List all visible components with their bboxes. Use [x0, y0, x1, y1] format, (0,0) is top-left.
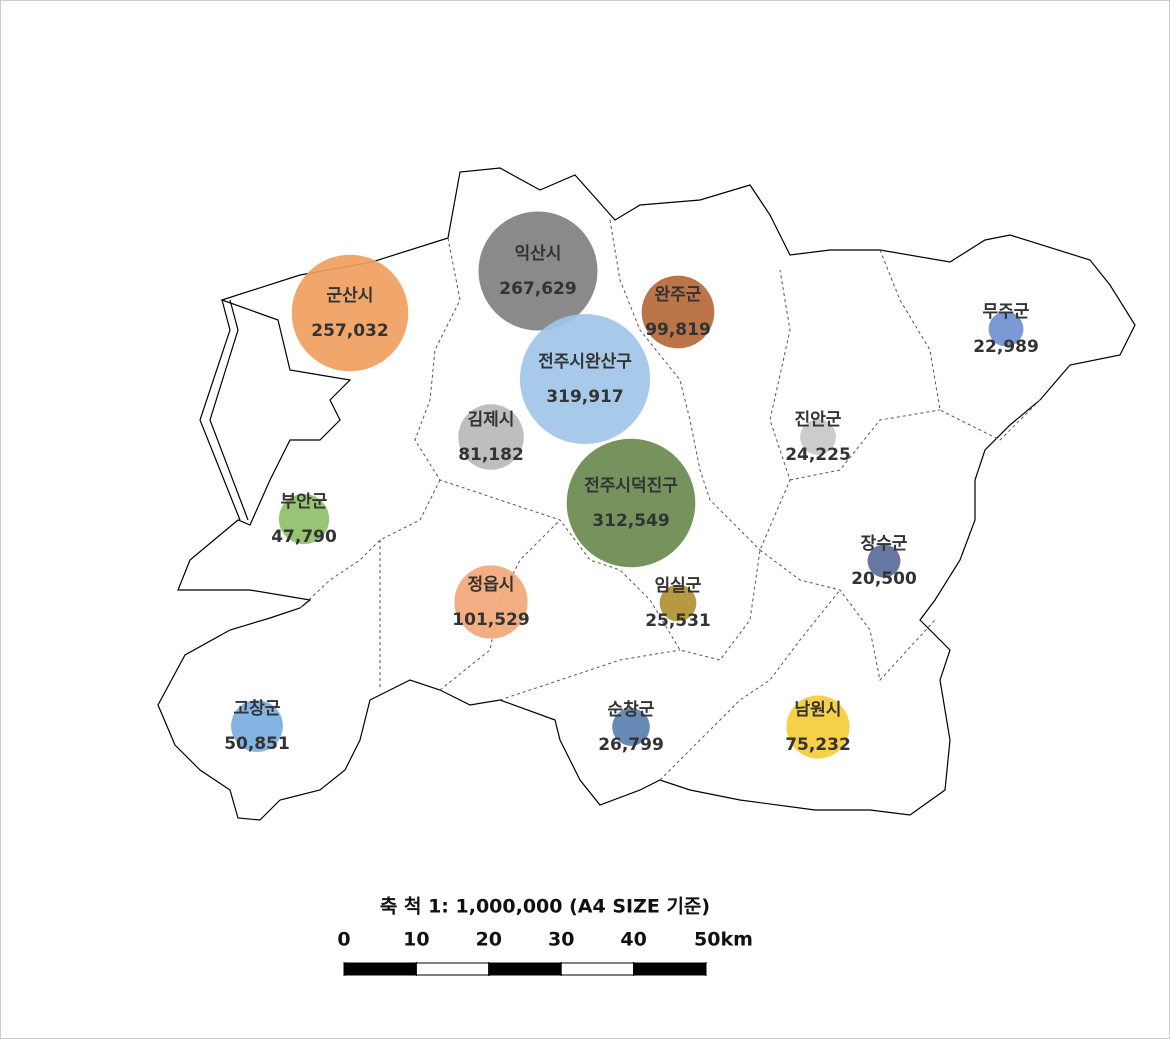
region-value: 24,225: [785, 445, 851, 465]
scale-segment: [560, 962, 635, 976]
region-name: 김제시: [468, 410, 515, 430]
population-bubble: [458, 404, 524, 470]
region-name: 정읍시: [468, 575, 515, 595]
region-name: 익산시: [515, 244, 562, 264]
region-name: 전주시완산구: [538, 352, 632, 372]
scale-tick-label: 10: [403, 929, 429, 951]
region-value: 101,529: [452, 610, 529, 630]
region-value: 312,549: [592, 511, 669, 531]
population-bubble: [612, 708, 650, 746]
region-name: 무주군: [983, 302, 1030, 322]
region-name: 남원시: [795, 700, 842, 720]
region-value: 267,629: [499, 279, 576, 299]
population-bubble: [478, 211, 598, 331]
population-bubble: [641, 275, 715, 349]
population-bubble: [278, 493, 330, 545]
scale-tick-label: 20: [476, 929, 502, 951]
region-value: 47,790: [271, 527, 337, 547]
region-name: 전주시덕진구: [584, 476, 678, 496]
population-bubble: [291, 254, 409, 372]
region-value: 99,819: [645, 320, 711, 340]
region-name: 군산시: [327, 286, 374, 306]
region-name: 부안군: [281, 492, 328, 512]
region-value: 75,232: [785, 735, 851, 755]
scale-tick-label: 40: [620, 929, 646, 951]
scale-segment: [343, 962, 417, 976]
population-bubble: [867, 544, 901, 578]
scale-title: 축 척 1: 1,000,000 (A4 SIZE 기준): [380, 896, 710, 918]
region-value: 257,032: [311, 321, 388, 341]
population-bubble: [519, 313, 651, 445]
region-name: 완주군: [655, 285, 702, 305]
region-name: 순창군: [608, 700, 655, 720]
population-bubble: [454, 565, 528, 639]
population-bubble: [786, 695, 850, 759]
population-bubble: [988, 311, 1024, 347]
scale-segment: [488, 962, 562, 976]
population-bubble: [659, 584, 697, 622]
region-name: 장수군: [861, 534, 908, 554]
population-bubble: [231, 700, 283, 752]
region-value: 25,531: [645, 611, 711, 631]
region-value: 50,851: [224, 734, 290, 754]
scale-tick-label: 30: [548, 929, 574, 951]
region-value: 20,500: [851, 569, 917, 589]
scale-segment: [415, 962, 490, 976]
region-name: 고창군: [234, 699, 281, 719]
region-value: 319,917: [546, 387, 623, 407]
scale-segment: [633, 962, 707, 976]
region-value: 26,799: [598, 735, 664, 755]
district-boundaries: [299, 219, 1041, 781]
population-bubble: [566, 438, 696, 568]
region-value: 22,989: [973, 337, 1039, 357]
region-name: 진안군: [795, 410, 842, 430]
scale-tick-label: 0: [337, 929, 350, 951]
scale-tick-label: 50km: [694, 929, 753, 951]
region-value: 81,182: [458, 445, 524, 465]
province-boundary: [157, 167, 1136, 821]
population-bubble: [800, 419, 836, 455]
region-name: 임실군: [655, 575, 702, 596]
